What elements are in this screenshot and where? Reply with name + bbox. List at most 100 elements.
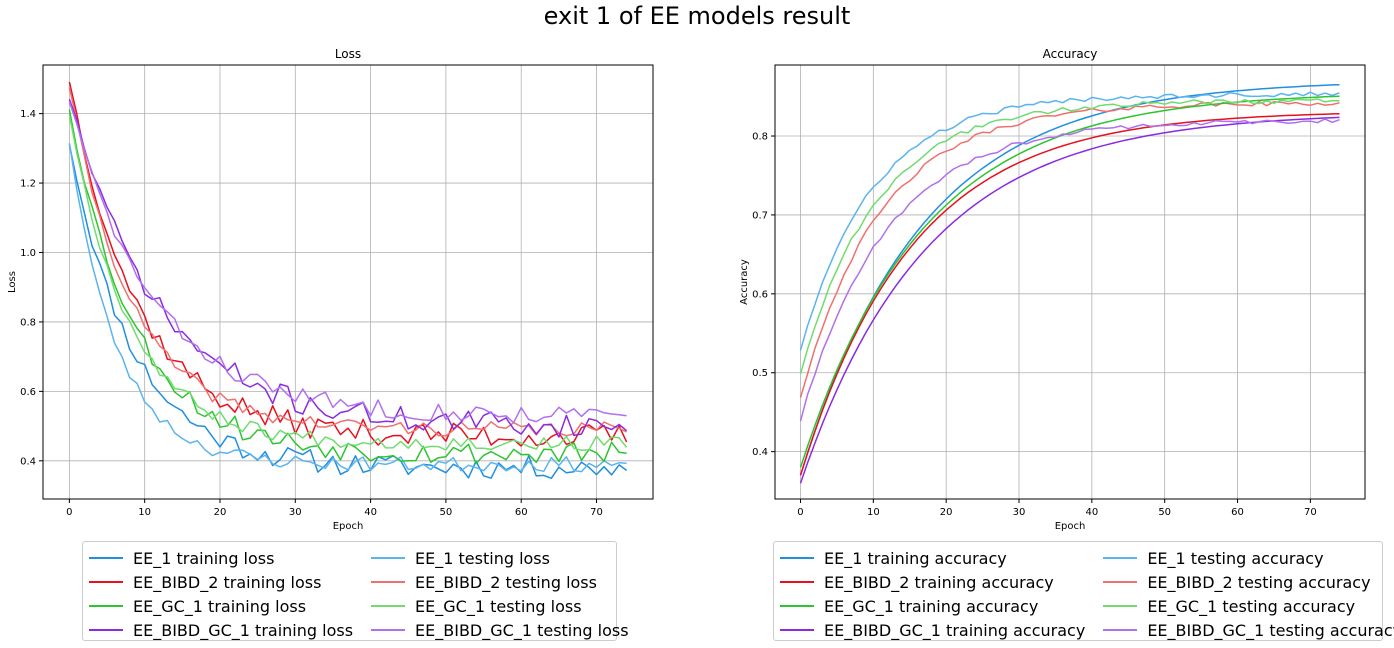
legend-label: EE_BIBD_GC_1 training loss xyxy=(133,620,354,640)
x-tick-label: 0 xyxy=(66,507,72,518)
y-tick-label: 0.8 xyxy=(752,132,768,143)
y-tick-label: 0.4 xyxy=(752,447,768,458)
legend-label: EE_GC_1 testing accuracy xyxy=(1147,596,1356,616)
series-line-ee-bibd-gc-1-training-loss xyxy=(68,98,628,438)
y-tick-label: 0.4 xyxy=(20,456,36,467)
x-tick-label: 10 xyxy=(138,507,151,518)
legend-swatch xyxy=(1103,605,1138,607)
legend-swatch xyxy=(89,557,123,559)
legend-entry: EE_1 testing accuracy xyxy=(1103,546,1394,570)
legend-label: EE_1 testing loss xyxy=(415,548,550,568)
legend-entry: EE_BIBD_2 testing accuracy xyxy=(1103,570,1394,594)
loss-legend: EE_1 training loss EE_1 testing loss EE_BI… xyxy=(82,541,629,642)
x-tick-label: 60 xyxy=(515,507,528,518)
axes-frame xyxy=(774,64,1366,500)
series-line-ee-bibd-gc-1-testing-accuracy xyxy=(799,118,1340,422)
legend-entry: EE_BIBD_2 testing loss xyxy=(371,570,629,594)
y-tick-label: 1.0 xyxy=(20,248,36,259)
y-axis-label: Loss xyxy=(7,271,18,293)
series-line-ee-bibd-2-testing-loss xyxy=(68,87,627,437)
legend-swatch xyxy=(1103,557,1138,559)
legend-swatch xyxy=(780,605,814,607)
series-line-ee-1-testing-accuracy xyxy=(799,91,1340,351)
axes-title: Accuracy xyxy=(1043,47,1098,61)
legend-entry: EE_BIBD_GC_1 training accuracy xyxy=(780,618,1085,642)
x-axis-label: Epoch xyxy=(333,521,364,532)
legend-entry: EE_1 testing loss xyxy=(371,546,629,570)
series-line-ee-gc-1-testing-accuracy xyxy=(799,98,1340,375)
x-axis-label: Epoch xyxy=(1055,521,1086,532)
legend-entry: EE_1 training accuracy xyxy=(780,546,1085,570)
legend-label: EE_1 testing accuracy xyxy=(1147,548,1324,568)
legend-swatch xyxy=(1103,629,1138,631)
y-tick-label: 1.2 xyxy=(20,179,36,190)
legend-swatch xyxy=(371,581,406,583)
legend-label: EE_1 training accuracy xyxy=(824,548,1007,568)
legend-swatch xyxy=(780,557,814,559)
x-tick-label: 20 xyxy=(940,507,953,518)
chart-loss: 0 10 20 30 40 50 60 70 0.4 0.6 0.8 1.0 1.2 1.4 Loss Epo… xyxy=(7,47,654,532)
accuracy-legend: EE_1 training accuracy EE_1 testing accur… xyxy=(773,541,1394,642)
x-tick-label: 30 xyxy=(1013,507,1026,518)
series-line-ee-1-training-accuracy xyxy=(799,83,1340,476)
legend-label: EE_1 training loss xyxy=(133,548,275,568)
y-tick-label: 1.4 xyxy=(20,109,36,120)
legend-swatch xyxy=(371,629,406,631)
series-line-ee-bibd-2-training-loss xyxy=(68,81,628,447)
x-tick-label: 30 xyxy=(289,507,302,518)
legend-label: EE_BIBD_GC_1 testing accuracy xyxy=(1147,620,1394,640)
x-tick-label: 70 xyxy=(590,507,603,518)
legend-label: EE_GC_1 training accuracy xyxy=(824,596,1039,616)
legend-entry: EE_BIBD_GC_1 testing loss xyxy=(371,618,629,642)
legend-entry: EE_1 training loss xyxy=(89,546,353,570)
legend-swatch xyxy=(89,605,123,607)
legend-swatch xyxy=(780,581,814,583)
series-line-ee-bibd-gc-1-training-accuracy xyxy=(799,116,1340,484)
series-line-ee-gc-1-testing-loss xyxy=(68,115,628,451)
y-tick-label: 0.5 xyxy=(752,368,768,379)
legend-entry: EE_BIBD_GC_1 testing accuracy xyxy=(1103,618,1394,642)
x-tick-label: 50 xyxy=(440,507,453,518)
series-line-ee-bibd-2-training-accuracy xyxy=(799,112,1340,476)
legend-entry: EE_GC_1 testing loss xyxy=(371,594,629,618)
legend-swatch xyxy=(1103,581,1138,583)
x-tick-label: 70 xyxy=(1304,507,1317,518)
legend-entry: EE_BIBD_2 training loss xyxy=(89,570,353,594)
legend-label: EE_GC_1 testing loss xyxy=(415,596,582,616)
legend-entry: EE_GC_1 training loss xyxy=(89,594,353,618)
series-line-ee-bibd-gc-1-testing-loss xyxy=(68,101,627,424)
series-line-ee-1-training-loss xyxy=(68,144,628,480)
legend-label: EE_BIBD_GC_1 training accuracy xyxy=(824,620,1086,640)
figure-title: exit 1 of EE models result xyxy=(543,2,851,30)
legend-entry: EE_BIBD_2 training accuracy xyxy=(780,570,1085,594)
legend-swatch xyxy=(89,629,123,631)
legend-swatch xyxy=(89,581,123,583)
legend-label: EE_BIBD_2 testing accuracy xyxy=(1147,572,1371,592)
legend-entry: EE_GC_1 training accuracy xyxy=(780,594,1085,618)
y-tick-label: 0.7 xyxy=(752,210,768,221)
y-tick-label: 0.6 xyxy=(20,387,36,398)
legend-label: EE_BIBD_2 testing loss xyxy=(415,572,597,592)
legend-label: EE_BIBD_2 training loss xyxy=(133,572,322,592)
x-tick-label: 60 xyxy=(1231,507,1244,518)
x-tick-label: 20 xyxy=(214,507,227,518)
x-tick-label: 10 xyxy=(867,507,880,518)
x-tick-label: 40 xyxy=(1085,507,1098,518)
figure-canvas: 0 10 20 30 40 50 60 70 0.4 0.6 0.8 1.0 1.2 1.4 Loss Epo… xyxy=(7,47,1366,532)
legend-entry: EE_GC_1 testing accuracy xyxy=(1103,594,1394,618)
y-tick-label: 0.8 xyxy=(20,317,36,328)
axes-frame xyxy=(42,64,654,500)
legend-label: EE_BIBD_2 training accuracy xyxy=(824,572,1054,592)
series-line-ee-gc-1-training-accuracy xyxy=(799,95,1340,468)
x-tick-label: 50 xyxy=(1158,507,1171,518)
legend-swatch xyxy=(780,629,814,631)
legend-swatch xyxy=(371,557,406,559)
series-line-ee-bibd-2-testing-accuracy xyxy=(799,100,1340,398)
legend-swatch xyxy=(371,605,406,607)
legend-entry: EE_BIBD_GC_1 training loss xyxy=(89,618,353,642)
y-tick-label: 0.6 xyxy=(752,289,768,300)
x-tick-label: 0 xyxy=(797,507,803,518)
x-tick-label: 40 xyxy=(364,507,377,518)
y-axis-label: Accuracy xyxy=(739,259,750,305)
series-line-ee-1-testing-loss xyxy=(68,143,627,473)
